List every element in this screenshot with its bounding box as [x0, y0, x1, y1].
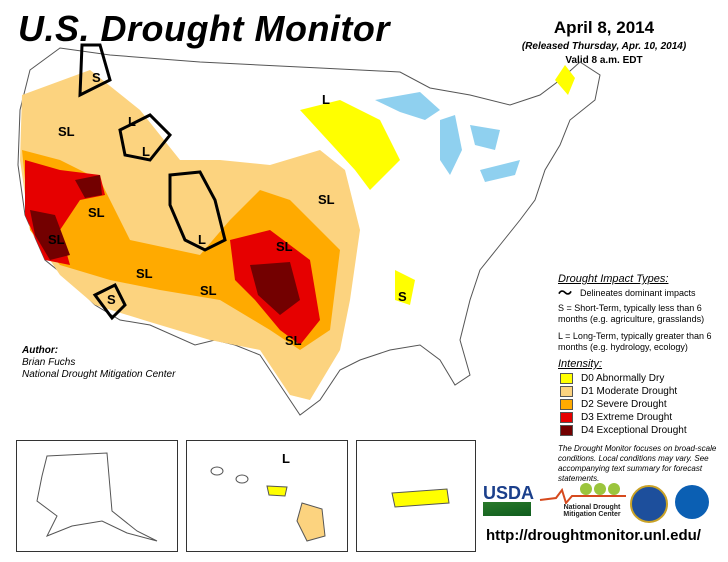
- legend-swatch: [560, 412, 573, 423]
- release-date: (Released Thursday, Apr. 10, 2014): [521, 41, 687, 52]
- hawaii-d1: [296, 502, 326, 542]
- impact-line-row: 〜 Delineates dominant impacts: [558, 285, 728, 301]
- usda-logo: USDA: [483, 483, 535, 520]
- ndmc-logo-trees: [580, 483, 620, 495]
- ndmc-logo-graphic: [539, 483, 626, 504]
- author-label: Author:: [22, 345, 59, 356]
- noaa-logo: [675, 485, 709, 519]
- puerto-rico-inset: [356, 440, 476, 552]
- alaska-inset: [16, 440, 178, 552]
- legend-item: D2 Severe Drought: [558, 399, 728, 410]
- hawaii-map: L: [210, 451, 326, 542]
- valid-time: Valid 8 a.m. EDT: [565, 55, 643, 66]
- author-name: Brian Fuchs: [22, 357, 76, 368]
- map-label: L: [128, 114, 136, 129]
- delineates-text: Delineates dominant impacts: [580, 288, 696, 298]
- legend-item: D3 Extreme Drought: [558, 412, 728, 423]
- legend-label: D4 Exceptional Drought: [581, 425, 687, 436]
- short-term-text: S = Short-Term, typically less than 6 mo…: [558, 303, 705, 324]
- usda-logo-text: USDA: [483, 483, 535, 503]
- author-org: National Drought Mitigation Center: [22, 369, 176, 380]
- tree-icon: [608, 483, 620, 495]
- legend-item: D1 Moderate Drought: [558, 386, 728, 397]
- map-label: SL: [200, 283, 217, 298]
- map-label: SL: [276, 239, 293, 254]
- map-date: April 8, 2014: [553, 18, 655, 37]
- map-label: L: [198, 232, 206, 247]
- map-label: S: [107, 292, 116, 307]
- impact-line-icon: 〜: [558, 285, 572, 301]
- puerto-rico-map: [391, 488, 450, 508]
- page-title: U.S. Drought Monitor: [18, 8, 390, 49]
- intensity-title: Intensity:: [558, 358, 603, 370]
- tree-icon: [594, 483, 606, 495]
- hawaii-inset: L: [186, 440, 348, 552]
- legend-note: The Drought Monitor focuses on broad-sca…: [558, 444, 717, 483]
- hawaii-d0: [266, 485, 288, 497]
- map-label: L: [322, 92, 330, 107]
- tree-icon: [580, 483, 592, 495]
- alaska-shape: [36, 452, 158, 542]
- legend-label: D3 Extreme Drought: [581, 412, 673, 423]
- impact-types-title: Drought Impact Types:: [558, 273, 669, 285]
- website-link[interactable]: http://droughtmonitor.unl.edu/: [486, 527, 701, 544]
- puerto-rico-shape: [391, 488, 450, 508]
- usda-logo-field: [483, 502, 531, 516]
- hawaii-island: [210, 466, 224, 476]
- hawaii-island: [235, 474, 249, 484]
- ndmc-logo-text: National Drought Mitigation Center: [563, 504, 621, 518]
- legend-swatch: [560, 386, 573, 397]
- author-block: Author: Brian Fuchs National Drought Mit…: [22, 345, 175, 381]
- map-label: L: [282, 451, 290, 466]
- map-label: SL: [58, 124, 75, 139]
- legend-swatch: [560, 425, 573, 436]
- legend-item: D0 Abnormally Dry: [558, 373, 728, 384]
- legend-swatch: [560, 399, 573, 410]
- ndmc-logo-line: [539, 487, 626, 504]
- hawaii-islands: [210, 466, 326, 542]
- map-label: S: [92, 70, 101, 85]
- legend-label: D0 Abnormally Dry: [581, 373, 665, 384]
- map-label: SL: [285, 333, 302, 348]
- doc-seal-logo: [630, 485, 668, 523]
- intensity-categories: D0 Abnormally Dry D1 Moderate Drought D2 S…: [558, 373, 728, 436]
- alaska-map: [36, 452, 158, 542]
- map-label: L: [142, 144, 150, 159]
- ndmc-logo: National Drought Mitigation Center: [538, 482, 628, 522]
- legend: Drought Impact Types: 〜 Delineates domina…: [558, 274, 728, 484]
- d3-area: [25, 160, 320, 345]
- legend-label: D1 Moderate Drought: [581, 386, 678, 397]
- d4-area: [30, 175, 300, 315]
- legend-label: D2 Severe Drought: [581, 399, 667, 410]
- map-label: SL: [318, 192, 335, 207]
- impact-boundary-line: [78, 43, 227, 321]
- map-label: SL: [88, 205, 105, 220]
- d0-area: [300, 65, 575, 305]
- long-term-text: L = Long-Term, typically greater than 6 …: [558, 331, 712, 352]
- legend-swatch: [560, 373, 573, 384]
- map-label: SL: [136, 266, 153, 281]
- great-lakes: [375, 92, 520, 182]
- map-label: SL: [48, 232, 65, 247]
- legend-item: D4 Exceptional Drought: [558, 425, 728, 436]
- map-label: S: [398, 289, 407, 304]
